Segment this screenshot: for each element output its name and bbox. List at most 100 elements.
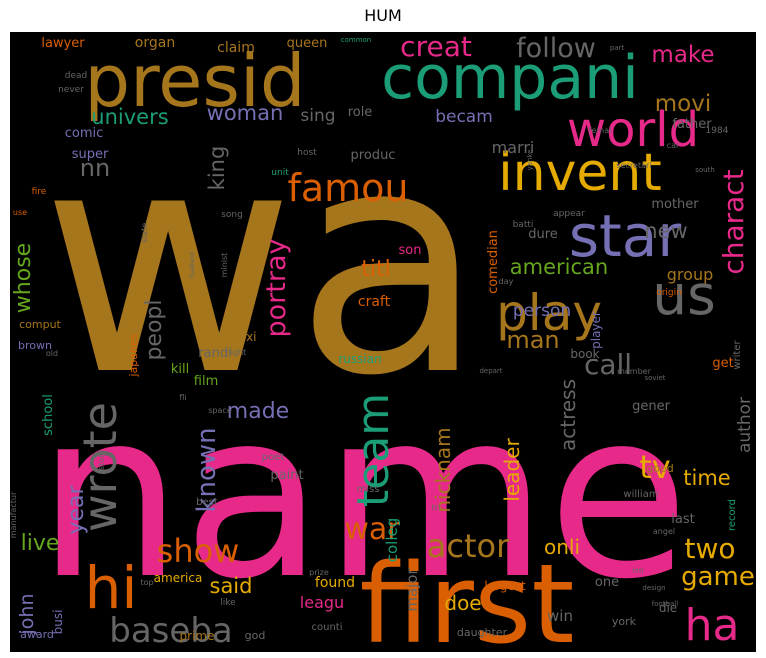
word-day: day — [499, 277, 514, 286]
word-role: role — [348, 105, 373, 120]
word-god: god — [245, 629, 266, 642]
word-found: found — [315, 575, 355, 591]
word-new: new — [644, 219, 687, 243]
word-state: state — [140, 223, 149, 243]
word-star: star — [569, 202, 682, 270]
word-busi: busi — [51, 610, 65, 635]
word-charact: charact — [717, 169, 750, 274]
word-leagu: leagu — [300, 593, 344, 612]
word-femal: femal — [589, 126, 612, 135]
word-doe: doe — [444, 591, 481, 615]
word-daughter: daughter — [457, 626, 508, 639]
word-boxi: boxi — [231, 330, 256, 344]
word-call: call — [584, 348, 632, 381]
word-book: book — [570, 347, 599, 361]
word-two: two — [684, 532, 735, 565]
word-paint: paint — [270, 468, 303, 483]
word-world: world — [567, 102, 699, 158]
word-comput: comput — [19, 318, 61, 331]
word-minist: minist — [220, 253, 229, 278]
word-war: war — [344, 512, 400, 547]
word-baseba: baseba — [109, 611, 232, 651]
word-game: game — [681, 562, 755, 592]
word-soviet: soviet — [644, 374, 665, 382]
word-claim: claim — [217, 40, 255, 56]
word-famou: famou — [287, 166, 408, 210]
word-store: store — [97, 450, 106, 470]
word-creat: creat — [400, 32, 472, 63]
word-south: south — [695, 166, 715, 174]
word-best: best — [196, 497, 218, 508]
word-space: space — [208, 406, 232, 415]
word-host: host — [297, 148, 317, 158]
word-onli: onli — [544, 535, 580, 559]
word-titl: titl — [361, 257, 390, 282]
word-good: good — [646, 462, 673, 475]
word-mother: mother — [651, 197, 699, 212]
word-origin: origin — [656, 288, 682, 298]
word-one: one — [595, 575, 619, 590]
word-compani: compani — [381, 43, 639, 113]
word-japanes: japanes — [127, 333, 140, 377]
word-brown: brown — [18, 339, 52, 352]
word-centuri: centuri — [10, 53, 12, 81]
word-becam: becam — [435, 107, 493, 127]
word-fli: fli — [179, 393, 186, 402]
word-littl: littl — [632, 567, 643, 575]
word-us: us — [652, 263, 716, 327]
word-prime: prime — [180, 629, 215, 643]
word-top: top — [140, 578, 153, 587]
word-fire: fire — [32, 187, 47, 197]
word-prize: prize — [309, 568, 329, 577]
word-design: design — [642, 584, 665, 592]
word-show: show — [157, 532, 240, 570]
word-night: night — [226, 348, 247, 357]
word-follow: follow — [516, 33, 596, 64]
word-manufactur: manufactur — [10, 491, 18, 538]
word-film: film — [194, 374, 218, 389]
word-secretari: secretari — [616, 161, 651, 170]
word-miss: miss — [357, 484, 380, 495]
word-nicknam: nicknam — [431, 427, 455, 512]
word-record: record — [727, 499, 738, 531]
word-invent: invent — [498, 143, 662, 203]
word-car: car — [667, 141, 680, 150]
word-yanke: yanke — [526, 150, 534, 171]
word-common: common — [341, 36, 372, 44]
word-last: last — [671, 512, 694, 527]
word-made: made — [227, 399, 289, 424]
word-randi: randi — [198, 346, 231, 361]
word-play: play — [496, 284, 602, 342]
word-like: like — [220, 598, 236, 608]
word-part: part — [610, 44, 625, 52]
word-person: person — [513, 301, 571, 321]
word-king: king — [205, 146, 229, 191]
word-member: member — [617, 367, 652, 376]
word-man: man — [506, 326, 559, 354]
word-ha: ha — [685, 600, 740, 651]
word-name: name — [37, 363, 689, 630]
word-peopl: peopl — [142, 299, 167, 360]
word-tv: tv — [639, 448, 670, 486]
word-dure: dure — [528, 227, 558, 242]
word-major: major — [403, 568, 421, 612]
word-hi: hi — [85, 554, 138, 622]
word-william: william — [623, 489, 658, 500]
word-team: team — [348, 393, 399, 507]
word-win: win — [547, 607, 573, 625]
word-portray: portray — [261, 239, 292, 338]
word-comic: comic — [65, 126, 104, 141]
word-husband: husband — [189, 252, 196, 278]
word-football: football — [652, 600, 678, 608]
word-wrote: wrote — [73, 402, 127, 532]
word-1984: 1984 — [706, 126, 729, 136]
word-group: group — [667, 265, 713, 284]
word-father: father — [672, 117, 712, 132]
word-craft: craft — [358, 294, 391, 310]
word-colleg: colleg — [383, 518, 401, 563]
word-use: use — [13, 208, 27, 217]
word-actor: actor — [427, 527, 510, 565]
word-whose: whose — [11, 243, 36, 313]
word-marri: marri — [492, 138, 535, 157]
word-unit: unit — [271, 168, 289, 178]
